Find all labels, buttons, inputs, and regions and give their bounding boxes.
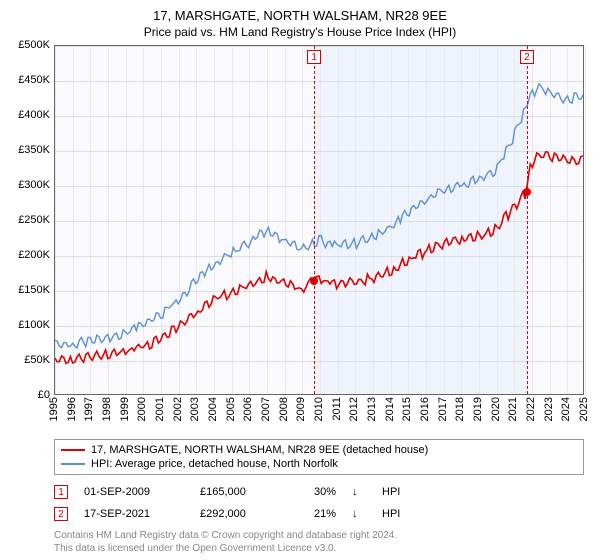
x-tick-label: 2021 — [507, 397, 519, 421]
line-chart-svg — [55, 46, 583, 394]
x-tick-label: 2005 — [225, 397, 237, 421]
x-tick-label: 2024 — [560, 397, 572, 421]
sale-marker-badge: 2 — [520, 50, 534, 64]
legend: 17, MARSHGATE, NORTH WALSHAM, NR28 9EE (… — [54, 439, 584, 475]
x-tick-label: 2001 — [154, 397, 166, 421]
legend-item: 17, MARSHGATE, NORTH WALSHAM, NR28 9EE (… — [61, 443, 577, 457]
x-tick-label: 2017 — [437, 397, 449, 421]
x-tick-label: 2000 — [136, 397, 148, 421]
sales-table: 1 01-SEP-2009 £165,000 30% ↓ HPI 2 17-SEP-2021 £… — [54, 481, 584, 525]
x-tick-label: 2016 — [419, 397, 431, 421]
x-tick-label: 1996 — [66, 397, 78, 421]
x-tick-label: 1995 — [48, 397, 60, 421]
sale-marker-badge: 1 — [307, 50, 321, 64]
sale-pct: 30% — [296, 486, 336, 498]
x-tick-label: 2008 — [278, 397, 290, 421]
y-tick-label: £250K — [18, 214, 50, 226]
y-tick-label: £500K — [18, 39, 50, 51]
down-arrow-icon: ↓ — [352, 486, 366, 498]
x-tick-label: 2009 — [295, 397, 307, 421]
down-arrow-icon: ↓ — [352, 508, 366, 520]
y-tick-label: £50K — [24, 354, 50, 366]
sale-price: £292,000 — [200, 508, 280, 520]
sale-hpi-label: HPI — [382, 508, 400, 520]
sale-badge: 1 — [54, 485, 68, 499]
x-axis: 1995199619971998199920002001200220032004… — [54, 397, 584, 435]
y-axis: £0£50K£100K£150K£200K£250K£300K£350K£400… — [10, 45, 54, 395]
y-tick-label: £450K — [18, 74, 50, 86]
sale-date: 17-SEP-2021 — [84, 508, 184, 520]
sale-pct: 21% — [296, 508, 336, 520]
x-tick-label: 2011 — [331, 397, 343, 421]
sale-row: 2 17-SEP-2021 £292,000 21% ↓ HPI — [54, 503, 584, 525]
sale-dot — [523, 188, 531, 196]
x-tick-label: 2006 — [242, 397, 254, 421]
chart-container: 17, MARSHGATE, NORTH WALSHAM, NR28 9EE P… — [0, 0, 600, 560]
x-tick-label: 1998 — [101, 397, 113, 421]
x-tick-label: 2010 — [313, 397, 325, 421]
sale-row: 1 01-SEP-2009 £165,000 30% ↓ HPI — [54, 481, 584, 503]
x-tick-label: 2015 — [401, 397, 413, 421]
legend-label: 17, MARSHGATE, NORTH WALSHAM, NR28 9EE (… — [91, 444, 428, 456]
x-tick-label: 2012 — [348, 397, 360, 421]
y-tick-label: £300K — [18, 179, 50, 191]
x-tick-label: 2014 — [384, 397, 396, 421]
y-tick-label: £400K — [18, 109, 50, 121]
sale-badge: 2 — [54, 507, 68, 521]
x-tick-label: 2020 — [490, 397, 502, 421]
legend-label: HPI: Average price, detached house, Nort… — [91, 458, 338, 470]
x-tick-label: 2007 — [260, 397, 272, 421]
series-line — [55, 152, 583, 363]
attribution-line: This data is licensed under the Open Gov… — [54, 542, 584, 555]
legend-item: HPI: Average price, detached house, Nort… — [61, 457, 577, 471]
chart-subtitle: Price paid vs. HM Land Registry's House … — [10, 25, 590, 39]
gridline — [585, 46, 586, 394]
legend-swatch — [61, 463, 85, 465]
y-tick-label: £200K — [18, 249, 50, 261]
y-tick-label: £350K — [18, 144, 50, 156]
plot-region: 12 — [54, 45, 584, 395]
attribution-line: Contains HM Land Registry data © Crown c… — [54, 529, 584, 542]
sale-marker-line — [527, 46, 528, 394]
x-tick-label: 1997 — [83, 397, 95, 421]
sale-price: £165,000 — [200, 486, 280, 498]
chart-title: 17, MARSHGATE, NORTH WALSHAM, NR28 9EE — [10, 8, 590, 23]
chart-area: £0£50K£100K£150K£200K£250K£300K£350K£400… — [10, 45, 590, 435]
x-tick-label: 2018 — [454, 397, 466, 421]
sale-date: 01-SEP-2009 — [84, 486, 184, 498]
x-tick-label: 2003 — [189, 397, 201, 421]
x-tick-label: 2002 — [172, 397, 184, 421]
x-tick-label: 2019 — [472, 397, 484, 421]
x-tick-label: 2022 — [525, 397, 537, 421]
sale-hpi-label: HPI — [382, 486, 400, 498]
x-tick-label: 2025 — [578, 397, 590, 421]
x-tick-label: 1999 — [119, 397, 131, 421]
sale-dot — [310, 277, 318, 285]
y-tick-label: £100K — [18, 319, 50, 331]
x-tick-label: 2004 — [207, 397, 219, 421]
attribution: Contains HM Land Registry data © Crown c… — [54, 529, 584, 555]
legend-swatch — [61, 449, 85, 451]
sale-marker-line — [314, 46, 315, 394]
x-tick-label: 2013 — [366, 397, 378, 421]
y-tick-label: £150K — [18, 284, 50, 296]
x-tick-label: 2023 — [543, 397, 555, 421]
